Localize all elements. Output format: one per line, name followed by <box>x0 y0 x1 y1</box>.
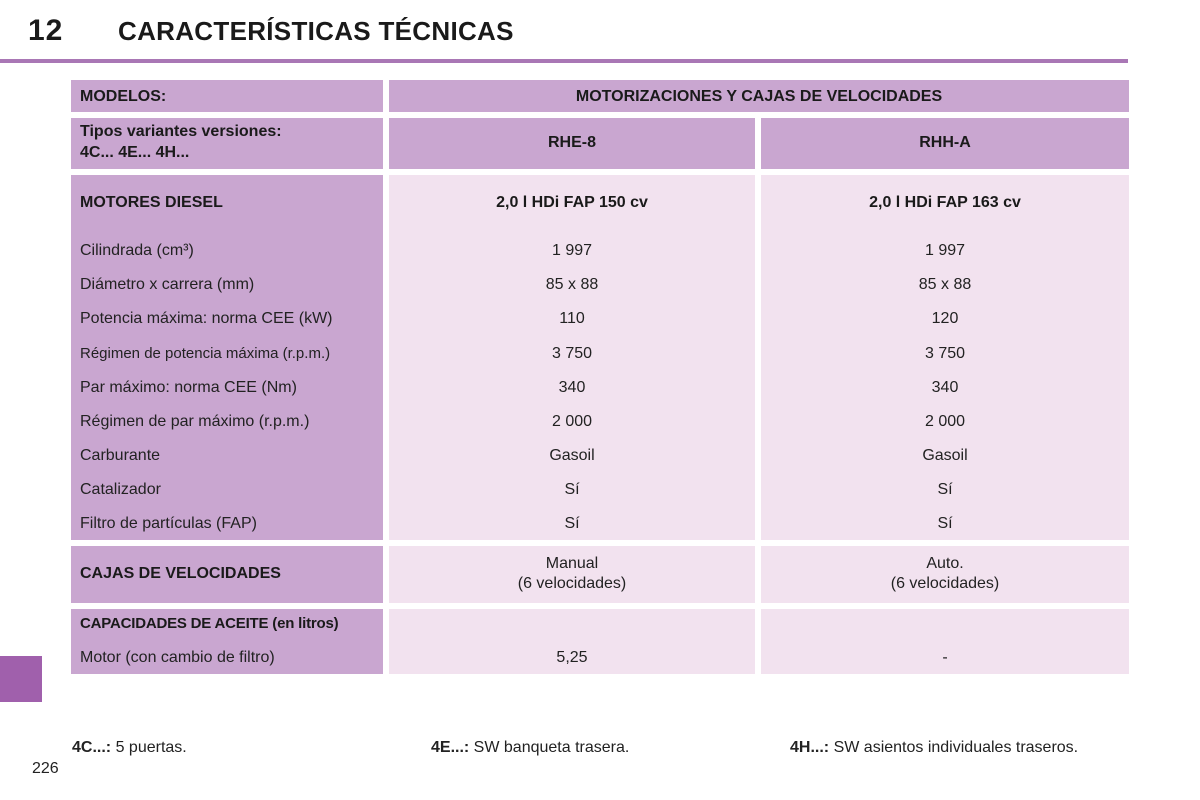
cajas-b-line1: Auto. <box>926 555 964 572</box>
motorizaciones-header: MOTORIZACIONES Y CAJAS DE VELOCIDADES <box>575 88 943 105</box>
spec-label-cilindrada: Cilindrada (cm³) <box>80 242 194 259</box>
spec-b-diametro: 85 x 88 <box>918 276 972 293</box>
footnote-4e: 4E...: SW banqueta trasera. <box>431 739 629 757</box>
spec-b-carburante: Gasoil <box>922 447 968 464</box>
spec-label-regimen-par: Régimen de par máximo (r.p.m.) <box>80 413 310 430</box>
spec-a-diametro: 85 x 88 <box>545 276 599 293</box>
cajas-col-b-cell: Auto. (6 velocidades) <box>761 546 1129 603</box>
spec-label-diametro: Diámetro x carrera (mm) <box>80 276 255 293</box>
spec-a-filtro: Sí <box>564 515 580 532</box>
cajas-label: CAJAS DE VELOCIDADES <box>80 565 281 582</box>
spec-a-par: 340 <box>558 379 586 396</box>
aceite-section: CAPACIDADES DE ACEITE (en litros) Motor … <box>71 609 1129 674</box>
col-b-code: RHH-A <box>919 134 971 151</box>
spec-a-catalizador: Sí <box>564 481 580 498</box>
col-a-code-cell: RHE-8 <box>389 118 755 169</box>
modelos-cell: MODELOS: <box>71 80 383 112</box>
spec-b-potencia: 120 <box>931 310 959 327</box>
motor-filtro-b: - <box>942 649 948 666</box>
cajas-label-cell: CAJAS DE VELOCIDADES <box>71 546 383 603</box>
spec-b-regimen-par: 2 000 <box>924 413 966 430</box>
cajas-b-line2: (6 velocidades) <box>890 575 1000 592</box>
tipos-cell: Tipos variantes versiones: 4C... 4E... 4… <box>71 118 383 169</box>
footnote-4h: 4H...: SW asientos individuales traseros… <box>790 739 1078 757</box>
spec-label-regimen-potencia: Régimen de potencia máxima (r.p.m.) <box>80 345 331 362</box>
spec-label-par: Par máximo: norma CEE (Nm) <box>80 379 297 396</box>
footnote-4c-text: 5 puertas. <box>111 739 187 756</box>
col-a-engine: 2,0 l HDi FAP 150 cv <box>496 194 648 211</box>
footnote-4e-code: 4E...: <box>431 739 470 756</box>
page-title: CARACTERÍSTICAS TÉCNICAS <box>118 16 514 46</box>
spec-a-cilindrada: 1 997 <box>551 242 593 259</box>
footnote-4h-text: SW asientos individuales traseros. <box>829 739 1079 756</box>
tipos-label-line2: 4C... 4E... 4H... <box>80 144 190 161</box>
page-number: 226 <box>32 760 59 777</box>
col-b-code-cell: RHH-A <box>761 118 1129 169</box>
motores-section: MOTORES DIESEL Cilindrada (cm³) Diámetro… <box>71 175 1129 540</box>
tipos-row: Tipos variantes versiones: 4C... 4E... 4… <box>71 118 1129 169</box>
table-header-row: MODELOS: MOTORIZACIONES Y CAJAS DE VELOC… <box>71 80 1129 112</box>
cajas-col-a-cell: Manual (6 velocidades) <box>389 546 755 603</box>
spec-b-par: 340 <box>931 379 959 396</box>
tipos-label-line1: Tipos variantes versiones: <box>80 123 282 140</box>
spec-label-carburante: Carburante <box>80 447 161 464</box>
chapter-number: 12 <box>28 14 64 47</box>
spec-a-carburante: Gasoil <box>549 447 595 464</box>
spec-b-filtro: Sí <box>937 515 953 532</box>
cajas-row: CAJAS DE VELOCIDADES Manual (6 velocidad… <box>71 546 1129 603</box>
footnote-4e-text: SW banqueta trasera. <box>469 739 630 756</box>
motores-col-a-cell: 2,0 l HDi FAP 150 cv 1 997 85 x 88 110 3… <box>389 175 755 540</box>
footnote-4c: 4C...: 5 puertas. <box>72 739 187 757</box>
aceite-label-cell: CAPACIDADES DE ACEITE (en litros) Motor … <box>71 609 383 674</box>
header-divider <box>0 59 1128 63</box>
footnote-4h-code: 4H...: <box>790 739 830 756</box>
spec-label-catalizador: Catalizador <box>80 481 161 498</box>
col-b-engine: 2,0 l HDi FAP 163 cv <box>869 194 1021 211</box>
spec-label-filtro: Filtro de partículas (FAP) <box>80 515 257 532</box>
cajas-a-line2: (6 velocidades) <box>517 575 627 592</box>
spec-a-regimen-potencia: 3 750 <box>551 345 593 362</box>
spec-label-potencia: Potencia máxima: norma CEE (kW) <box>80 310 333 327</box>
motores-label: MOTORES DIESEL <box>80 194 223 211</box>
motor-filtro-label: Motor (con cambio de filtro) <box>80 649 275 666</box>
footnote-4c-code: 4C...: <box>72 739 112 756</box>
motorizaciones-cell: MOTORIZACIONES Y CAJAS DE VELOCIDADES <box>389 80 1129 112</box>
motores-col-b-cell: 2,0 l HDi FAP 163 cv 1 997 85 x 88 120 3… <box>761 175 1129 540</box>
spec-b-catalizador: Sí <box>937 481 953 498</box>
chapter-side-tab <box>0 656 42 702</box>
aceite-label: CAPACIDADES DE ACEITE (en litros) <box>80 615 339 632</box>
aceite-col-b-cell: - <box>761 609 1129 674</box>
motor-filtro-a: 5,25 <box>556 649 588 666</box>
spec-b-cilindrada: 1 997 <box>924 242 966 259</box>
motores-label-cell: MOTORES DIESEL Cilindrada (cm³) Diámetro… <box>71 175 383 540</box>
col-a-code: RHE-8 <box>547 134 596 151</box>
aceite-col-a-cell: 5,25 <box>389 609 755 674</box>
spec-b-regimen-potencia: 3 750 <box>924 345 966 362</box>
spec-a-regimen-par: 2 000 <box>551 413 593 430</box>
spec-a-potencia: 110 <box>559 310 585 327</box>
modelos-label: MODELOS: <box>80 88 167 105</box>
cajas-a-line1: Manual <box>545 555 599 572</box>
